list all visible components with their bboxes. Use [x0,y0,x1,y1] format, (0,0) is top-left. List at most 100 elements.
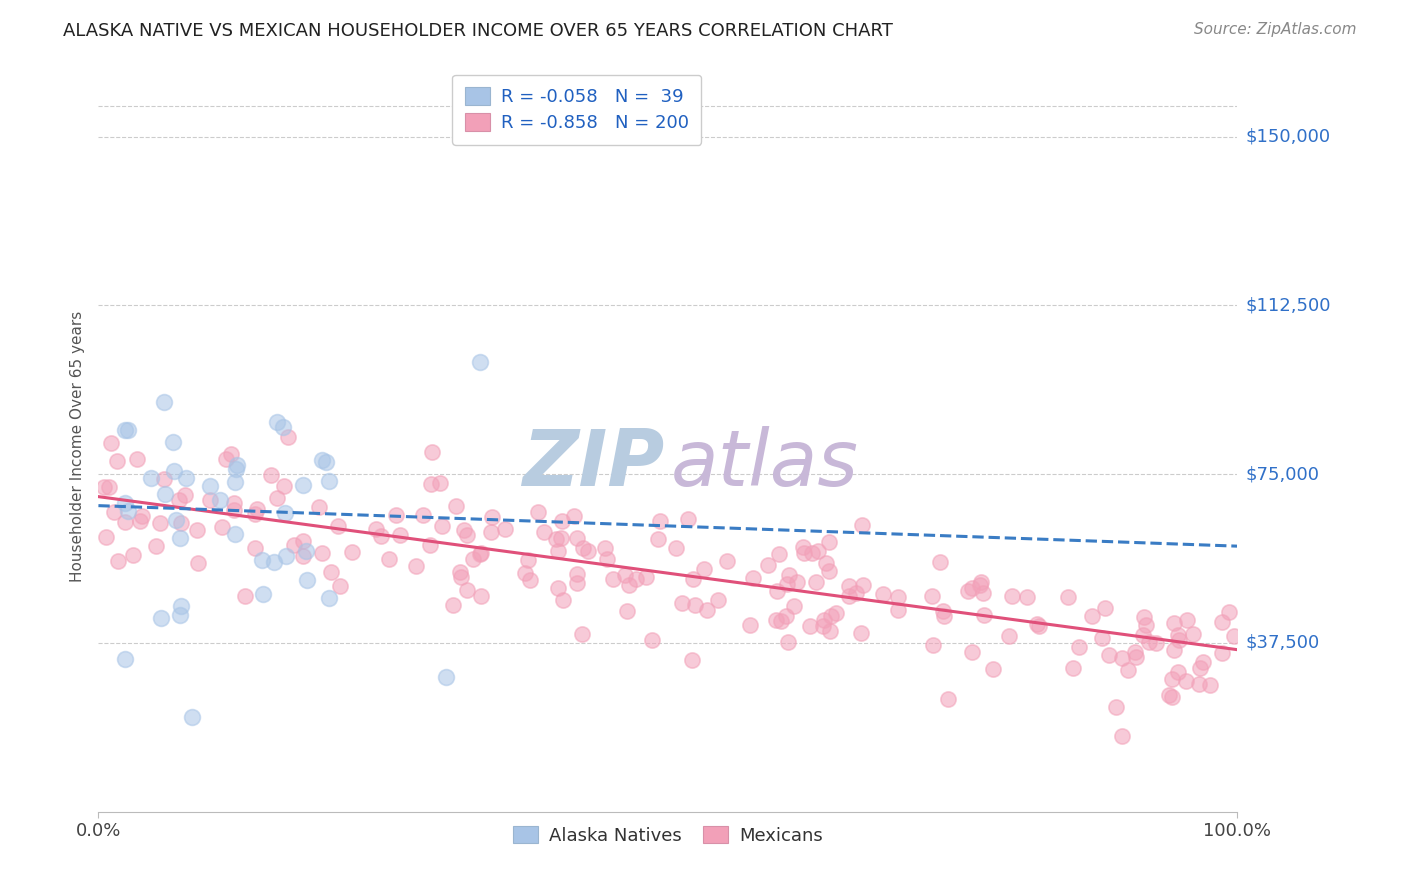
Point [364,522,387,536]
Point [634,570,657,584]
Point [222,496,245,510]
Point [461,551,484,566]
Point [849,626,872,640]
Point [429,475,451,490]
Point [441,598,464,612]
Point [139,470,162,484]
Point [274,506,297,520]
Point [1135,617,1157,632]
Point [162,435,184,450]
Point [1191,655,1213,669]
Point [818,534,841,549]
Point [174,488,197,502]
Point [1181,627,1204,641]
Point [449,565,471,579]
Point [1028,619,1050,633]
Point [470,589,492,603]
Point [921,639,943,653]
Point [1111,729,1133,743]
Point [519,573,541,587]
Point [292,549,315,563]
Point [169,608,191,623]
Y-axis label: Householder Income Over 65 years: Householder Income Over 65 years [70,310,86,582]
Point [105,454,128,468]
Point [683,598,706,612]
Point [1111,651,1133,665]
Point [93,480,115,494]
Point [786,575,808,590]
Point [450,569,472,583]
Point [1132,628,1154,642]
Point [1094,601,1116,615]
Point [852,578,875,592]
Point [170,599,193,614]
Point [412,508,434,523]
Point [1105,700,1128,714]
Point [271,419,294,434]
Point [647,532,669,546]
Point [515,566,537,581]
Point [1057,590,1080,604]
Point [311,546,333,560]
Point [233,589,256,603]
Point [641,632,664,647]
Point [1123,645,1146,659]
Point [887,591,910,605]
Legend: Alaska Natives, Mexicans: Alaska Natives, Mexicans [503,817,832,854]
Point [225,462,247,476]
Point [973,607,995,622]
Point [170,516,193,530]
Point [562,509,585,524]
Point [551,592,574,607]
Point [385,508,408,523]
Point [544,532,567,546]
Point [405,559,427,574]
Point [969,578,991,592]
Point [273,479,295,493]
Point [219,447,242,461]
Point [122,548,145,562]
Point [792,540,814,554]
Point [456,582,478,597]
Point [114,496,136,510]
Point [340,544,363,558]
Point [419,476,441,491]
Point [165,513,187,527]
Point [319,566,342,580]
Point [1069,640,1091,654]
Point [1223,629,1246,643]
Point [1175,613,1198,627]
Point [456,528,478,542]
Point [186,524,208,538]
Point [1199,678,1222,692]
Point [962,645,984,659]
Point [845,586,868,600]
Point [481,509,503,524]
Point [740,618,762,632]
Point [107,554,129,568]
Point [776,576,799,591]
Text: ALASKA NATIVE VS MEXICAN HOUSEHOLDER INCOME OVER 65 YEARS CORRELATION CHART: ALASKA NATIVE VS MEXICAN HOUSEHOLDER INC… [63,22,893,40]
Point [932,604,955,618]
Point [678,512,700,526]
Point [1025,616,1047,631]
Point [145,539,167,553]
Point [765,613,787,627]
Point [453,523,475,537]
Point [624,572,647,586]
Point [807,543,830,558]
Point [1062,661,1084,675]
Point [127,452,149,467]
Point [1080,609,1102,624]
Point [1157,688,1180,702]
Point [153,395,176,409]
Point [419,538,441,552]
Point [957,584,980,599]
Point [292,478,315,492]
Point [211,520,233,534]
Point [576,544,599,558]
Text: atlas: atlas [671,426,859,502]
Point [225,458,247,473]
Point [470,546,492,560]
Point [294,544,316,558]
